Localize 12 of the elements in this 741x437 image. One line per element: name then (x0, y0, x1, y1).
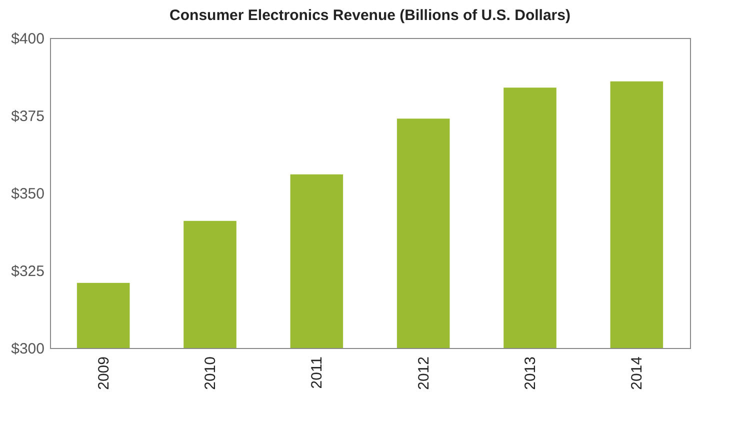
y-tick-label: $300 (11, 340, 44, 358)
y-tick-label: $325 (11, 263, 44, 280)
x-tick-label: 2013 (522, 356, 539, 390)
x-tick-label: 2012 (415, 356, 432, 390)
y-tick-label: $350 (11, 186, 44, 202)
x-tick-label: 2014 (628, 356, 646, 390)
chart-title: Consumer Electronics Revenue (Billions of U.S. Dollars) (170, 7, 570, 24)
x-tick-label: 2009 (95, 356, 112, 390)
y-tick-label: $400 (11, 30, 44, 48)
y-tick-label: $375 (11, 108, 44, 125)
x-tick-label: 2010 (202, 356, 219, 390)
x-tick-label: 2011 (308, 356, 326, 389)
